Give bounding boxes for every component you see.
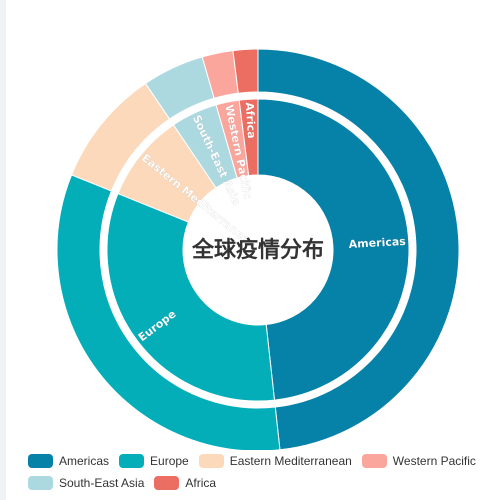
inner-slice-europe[interactable] xyxy=(106,192,276,402)
legend-label: Western Pacific xyxy=(392,454,476,468)
left-rail xyxy=(0,0,6,500)
legend-label: Africa xyxy=(185,476,217,490)
chart-legend: Americas Europe Eastern Mediterranean Weste… xyxy=(28,453,498,491)
legend-swatch xyxy=(28,476,53,490)
inner-ring xyxy=(106,98,410,402)
legend-swatch xyxy=(119,454,145,468)
inner-slice-africa[interactable] xyxy=(238,98,259,177)
chart-area: Americas Europe Eastern Mediterranean South… xyxy=(56,48,460,450)
legend-swatch xyxy=(28,454,53,468)
legend-item-western-pacific[interactable]: Western Pacific xyxy=(361,453,476,469)
legend-item-south-east-asia[interactable]: South-East Asia xyxy=(28,475,144,491)
legend-label: Eastern Mediterranean xyxy=(229,454,352,468)
legend-swatch xyxy=(154,476,180,490)
outer-ring xyxy=(56,48,460,450)
inner-label-americas: Americas xyxy=(348,235,406,251)
outer-slice-americas[interactable] xyxy=(257,48,460,450)
legend-item-americas[interactable]: Americas xyxy=(28,453,109,469)
inner-label-africa: Africa xyxy=(243,102,258,139)
inner-slice-americas[interactable] xyxy=(257,98,410,401)
legend-label: Europe xyxy=(150,454,189,468)
legend-item-africa[interactable]: Africa xyxy=(154,475,216,491)
legend-label: Americas xyxy=(59,454,110,468)
legend-label: South-East Asia xyxy=(59,476,145,490)
legend-swatch xyxy=(361,454,387,468)
outer-slice-africa[interactable] xyxy=(232,48,259,94)
legend-swatch xyxy=(198,454,224,468)
legend-item-eastern-mediterranean[interactable]: Eastern Mediterranean xyxy=(198,453,352,469)
legend-item-europe[interactable]: Europe xyxy=(119,453,189,469)
chart-title: 全球疫情分布 xyxy=(191,237,324,263)
